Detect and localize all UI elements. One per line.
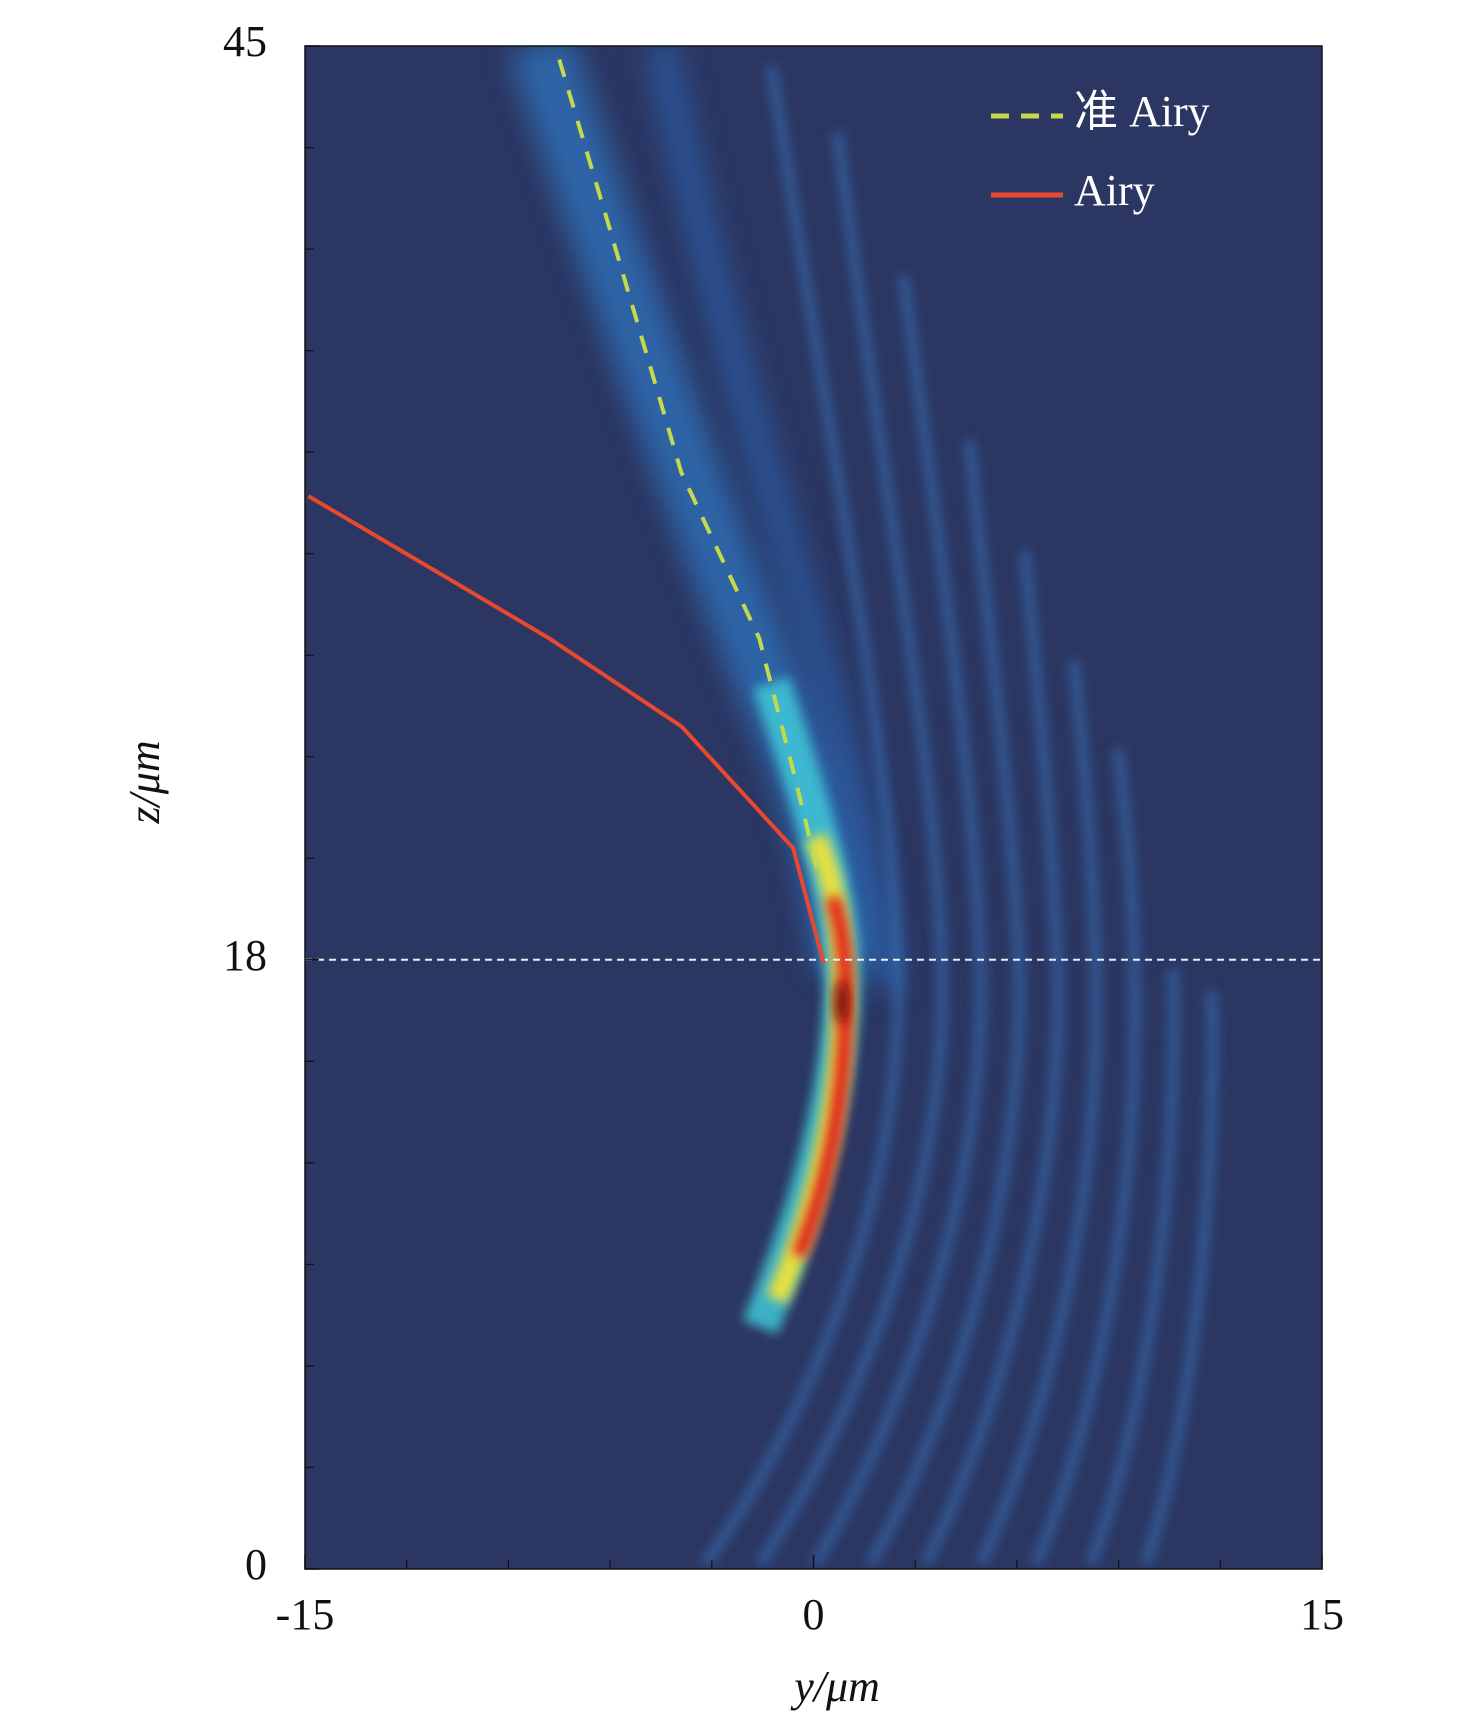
x-tick-label: 0 (803, 1590, 825, 1639)
y-tick-label: 45 (223, 17, 267, 66)
x-tick-label: -15 (276, 1590, 335, 1639)
legend-label: Airy (1074, 166, 1155, 215)
y-tick-label: 18 (223, 931, 267, 980)
y-tick-label: 0 (245, 1540, 267, 1589)
series-line (307, 494, 826, 964)
x-tick-label: 15 (1300, 1590, 1344, 1639)
legend-label: 准 Airy (1074, 87, 1210, 136)
heatmap (508, 46, 1218, 1568)
series-line (557, 58, 823, 883)
x-axis-label: y/μm (790, 1662, 880, 1711)
y-axis-label: z/μm (120, 740, 169, 824)
